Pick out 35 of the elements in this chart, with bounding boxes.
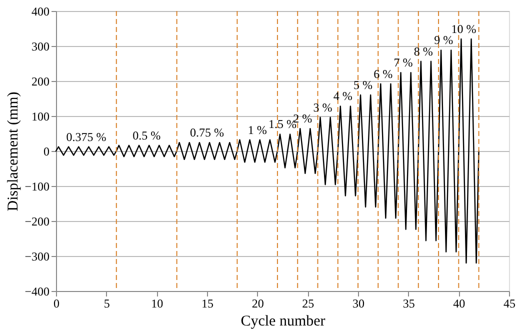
y-tick-label: 400 bbox=[32, 4, 50, 18]
annotation: 4 % bbox=[333, 89, 352, 104]
annotation: 8 % bbox=[414, 44, 433, 58]
y-tick-label: 100 bbox=[32, 110, 50, 124]
annotation: 10 % bbox=[451, 22, 476, 36]
annotation: 9 % bbox=[434, 33, 454, 48]
x-axis-title: Cycle number bbox=[240, 314, 326, 330]
y-tick-label: −300 bbox=[24, 250, 50, 264]
annotation: 7 % bbox=[394, 56, 413, 70]
x-tick-label: 40 bbox=[453, 296, 466, 310]
annotation: 0.375 % bbox=[66, 130, 106, 144]
x-tick-label: 10 bbox=[151, 296, 164, 310]
annotation: 1 % bbox=[248, 122, 267, 137]
annotation: 0.5 % bbox=[132, 128, 161, 142]
x-tick-label: 45 bbox=[504, 296, 516, 310]
x-tick-label: 0 bbox=[54, 296, 60, 310]
x-tick-label: 5 bbox=[104, 296, 110, 310]
y-tick-label: 300 bbox=[32, 40, 50, 54]
y-tick-label: −400 bbox=[24, 284, 50, 298]
line-series bbox=[55, 38, 480, 264]
x-tick-label: 15 bbox=[202, 296, 214, 310]
x-tick-label: 30 bbox=[352, 296, 364, 310]
y-tick-label: −200 bbox=[24, 214, 50, 228]
y-tick-label: −100 bbox=[24, 180, 50, 194]
x-tick-label: 35 bbox=[402, 296, 415, 310]
y-tick-label: 200 bbox=[32, 74, 50, 88]
annotation: 0.75 % bbox=[190, 126, 224, 140]
y-axis-title: Displacement (mm) bbox=[6, 92, 22, 212]
y-tick-label: 0 bbox=[44, 144, 50, 158]
annotation: 3 % bbox=[313, 100, 332, 114]
annotation: 1.5 % bbox=[268, 117, 296, 132]
annotation: 5 % bbox=[354, 78, 373, 92]
x-tick-label: 20 bbox=[252, 296, 264, 310]
x-tick-label: 25 bbox=[302, 296, 314, 310]
annotation: 6 % bbox=[374, 66, 393, 81]
